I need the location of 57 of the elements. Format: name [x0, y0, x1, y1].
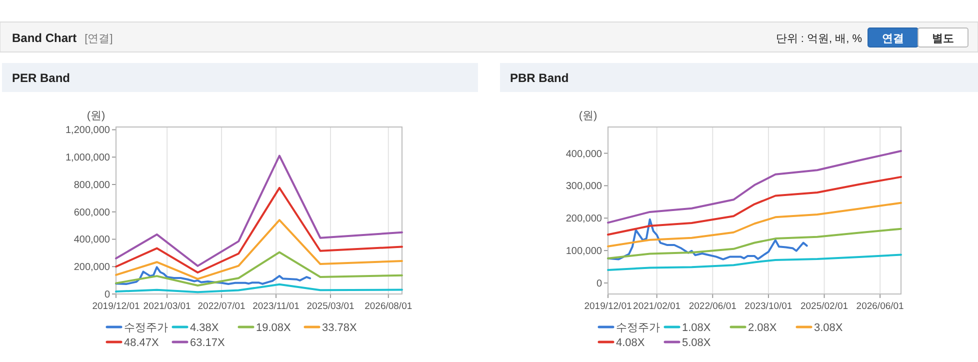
x-tick-label: 2021/02/01: [633, 301, 681, 312]
x-tick-label: 2019/12/01: [92, 301, 140, 312]
y-axis-title: (원): [578, 110, 598, 122]
line-series: [607, 150, 902, 224]
legend-label: 수정주가: [124, 322, 168, 334]
y-tick-label: 600,000: [74, 207, 110, 218]
line-series: [115, 219, 403, 280]
text: 연결: [882, 33, 904, 45]
y-tick-label: 0: [104, 290, 110, 300]
line-series: [607, 254, 902, 271]
line-series: [607, 228, 902, 260]
legend-label: 19.08X: [256, 322, 292, 334]
line-series: [115, 266, 312, 286]
x-tick-label: 2022/07/01: [198, 301, 246, 312]
x-tick-label: 2019/12/01: [584, 301, 632, 312]
x-tick-label: 2026/06/01: [856, 301, 904, 312]
legend-label: 5.08X: [682, 337, 712, 349]
line-series: [115, 154, 403, 267]
y-tick-label: 0: [596, 278, 602, 290]
x-tick-label: 2021/03/01: [143, 301, 191, 312]
line-series: [115, 186, 403, 274]
legend-label: 2.08X: [748, 322, 778, 334]
text: 단위 : 억원, 배, %: [776, 33, 862, 45]
y-tick-label: 200,000: [566, 214, 602, 225]
y-tick-label: 300,000: [566, 181, 602, 192]
chart-title: PBR Band: [510, 71, 569, 85]
x-tick-label: 2026/08/01: [364, 301, 412, 312]
line-series: [115, 251, 403, 287]
legend-label: 33.78X: [322, 322, 358, 334]
text: [연결]: [84, 33, 113, 45]
y-tick-label: 400,000: [566, 148, 602, 160]
legend-label: 4.08X: [616, 337, 646, 349]
line-series: [115, 283, 403, 294]
y-tick-label: 1,200,000: [66, 125, 110, 136]
x-tick-label: 2023/11/01: [252, 301, 300, 312]
line-series: [607, 202, 902, 248]
line-series: [607, 218, 808, 260]
x-tick-label: 2023/10/01: [744, 301, 792, 312]
x-tick-label: 2025/02/01: [800, 301, 848, 312]
y-tick-label: 1,000,000: [66, 152, 110, 164]
legend-label: 1.08X: [682, 322, 712, 334]
legend-label: 4.38X: [190, 322, 220, 334]
y-tick-label: 800,000: [74, 180, 110, 191]
chart-title: PER Band: [12, 71, 70, 85]
y-tick-label: 200,000: [74, 262, 110, 274]
text: Band Chart: [12, 31, 77, 45]
x-tick-label: 2025/03/01: [306, 301, 354, 312]
y-tick-label: 100,000: [566, 246, 602, 258]
y-tick-label: 400,000: [74, 234, 110, 246]
legend-label: 수정주가: [616, 322, 660, 334]
legend-label: 3.08X: [814, 322, 844, 334]
y-axis-title: (원): [86, 110, 106, 122]
x-tick-label: 2022/06/01: [688, 301, 736, 312]
legend-label: 48.47X: [124, 337, 160, 349]
text: 별도: [932, 33, 954, 45]
legend-label: 63.17X: [190, 337, 226, 349]
line-series: [607, 176, 902, 236]
